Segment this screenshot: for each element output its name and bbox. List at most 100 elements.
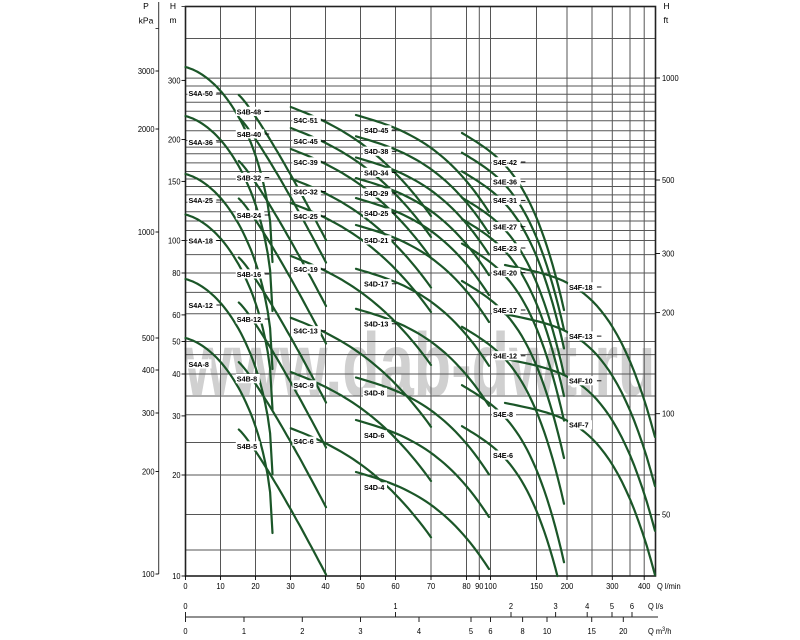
svg-text:50: 50 [356,582,365,592]
svg-text:S4E-23: S4E-23 [493,244,517,253]
svg-text:300: 300 [662,249,675,259]
svg-text:S4D-21: S4D-21 [364,236,388,245]
svg-text:Q l/s: Q l/s [648,602,663,612]
svg-text:S4D-25: S4D-25 [364,209,388,218]
svg-text:S4F-7: S4F-7 [569,421,589,430]
svg-text:0: 0 [183,627,188,637]
svg-text:300: 300 [142,408,155,418]
svg-text:S4D-45: S4D-45 [364,126,388,135]
svg-text:S4D-34: S4D-34 [364,168,388,177]
svg-text:S4B-12: S4B-12 [237,315,261,324]
svg-text:ft: ft [664,15,669,25]
svg-text:10: 10 [543,627,552,637]
svg-text:400: 400 [638,582,651,592]
svg-text:200: 200 [168,135,181,145]
svg-text:0: 0 [183,602,188,612]
svg-text:1: 1 [393,602,398,612]
svg-text:50: 50 [662,510,671,520]
svg-text:S4A-25: S4A-25 [189,196,213,205]
svg-text:80: 80 [462,582,471,592]
svg-text:S4D-6: S4D-6 [364,431,384,440]
svg-text:10: 10 [172,571,181,581]
svg-text:90: 90 [475,582,484,592]
svg-text:S4E-12: S4E-12 [493,352,517,361]
svg-text:S4B-32: S4B-32 [237,173,261,182]
svg-text:1000: 1000 [662,73,679,83]
svg-text:S4E-42: S4E-42 [493,158,517,167]
svg-text:S4C-6: S4C-6 [293,437,313,446]
svg-text:60: 60 [391,582,400,592]
svg-text:3: 3 [554,602,559,612]
svg-text:m: m [169,15,176,25]
svg-text:50: 50 [172,337,181,347]
svg-text:S4D-29: S4D-29 [364,189,388,198]
svg-text:300: 300 [168,76,181,86]
svg-text:S4B-5: S4B-5 [237,442,257,451]
svg-text:10: 10 [216,582,225,592]
svg-text:S4B-8: S4B-8 [237,375,257,384]
svg-text:100: 100 [484,582,497,592]
svg-text:20: 20 [251,582,260,592]
svg-text:Q l/min: Q l/min [657,582,681,592]
svg-text:S4E-27: S4E-27 [493,223,517,232]
svg-text:3: 3 [358,627,363,637]
svg-text:20: 20 [172,470,181,480]
svg-text:1000: 1000 [138,227,155,237]
svg-text:S4A-8: S4A-8 [189,360,209,369]
svg-text:20: 20 [619,627,628,637]
svg-text:4: 4 [417,627,422,637]
svg-text:500: 500 [662,175,675,185]
svg-text:150: 150 [168,177,181,187]
svg-text:S4A-18: S4A-18 [189,236,213,245]
svg-text:100: 100 [142,569,155,579]
svg-text:S4C-32: S4C-32 [293,187,317,196]
svg-text:S4C-13: S4C-13 [293,327,317,336]
svg-text:70: 70 [427,582,436,592]
svg-text:S4D-13: S4D-13 [364,320,388,329]
svg-text:P: P [143,1,149,11]
svg-text:S4B-24: S4B-24 [237,211,261,220]
svg-text:15: 15 [588,627,597,637]
svg-text:S4C-25: S4C-25 [293,212,317,221]
svg-text:30: 30 [286,582,295,592]
svg-text:S4C-45: S4C-45 [293,137,317,146]
svg-text:S4D-8: S4D-8 [364,388,384,397]
svg-text:30: 30 [172,411,181,421]
svg-text:S4F-13: S4F-13 [569,332,593,341]
svg-text:5: 5 [610,602,615,612]
svg-text:S4C-9: S4C-9 [293,381,313,390]
svg-text:S4D-17: S4D-17 [364,280,388,289]
svg-text:S4A-12: S4A-12 [189,301,213,310]
svg-text:kPa: kPa [139,16,154,26]
svg-text:S4E-36: S4E-36 [493,178,517,187]
svg-text:S4E-17: S4E-17 [493,306,517,315]
svg-text:40: 40 [321,582,330,592]
svg-text:S4B-16: S4B-16 [237,270,261,279]
svg-text:1: 1 [242,627,247,637]
svg-text:H: H [170,1,176,11]
svg-text:S4A-50: S4A-50 [189,89,213,98]
svg-text:S4C-39: S4C-39 [293,158,317,167]
svg-text:2000: 2000 [138,124,155,134]
svg-text:300: 300 [606,582,619,592]
svg-text:100: 100 [168,236,181,246]
svg-text:200: 200 [561,582,574,592]
svg-text:6: 6 [488,627,493,637]
svg-text:2: 2 [300,627,305,637]
svg-text:80: 80 [172,268,181,278]
svg-text:S4B-48: S4B-48 [237,107,261,116]
svg-text:5: 5 [469,627,474,637]
svg-text:S4A-36: S4A-36 [189,138,213,147]
svg-text:S4E-20: S4E-20 [493,268,517,277]
svg-text:200: 200 [142,467,155,477]
svg-text:S4E-8: S4E-8 [493,410,513,419]
svg-text:2: 2 [509,602,514,612]
svg-text:S4F-18: S4F-18 [569,283,593,292]
svg-text:Q m3/h: Q m3/h [648,627,671,637]
svg-text:S4C-51: S4C-51 [293,116,317,125]
svg-text:150: 150 [530,582,543,592]
svg-text:200: 200 [662,308,675,318]
svg-text:S4E-31: S4E-31 [493,196,517,205]
svg-text:S4F-10: S4F-10 [569,377,593,386]
svg-text:8: 8 [521,627,526,637]
